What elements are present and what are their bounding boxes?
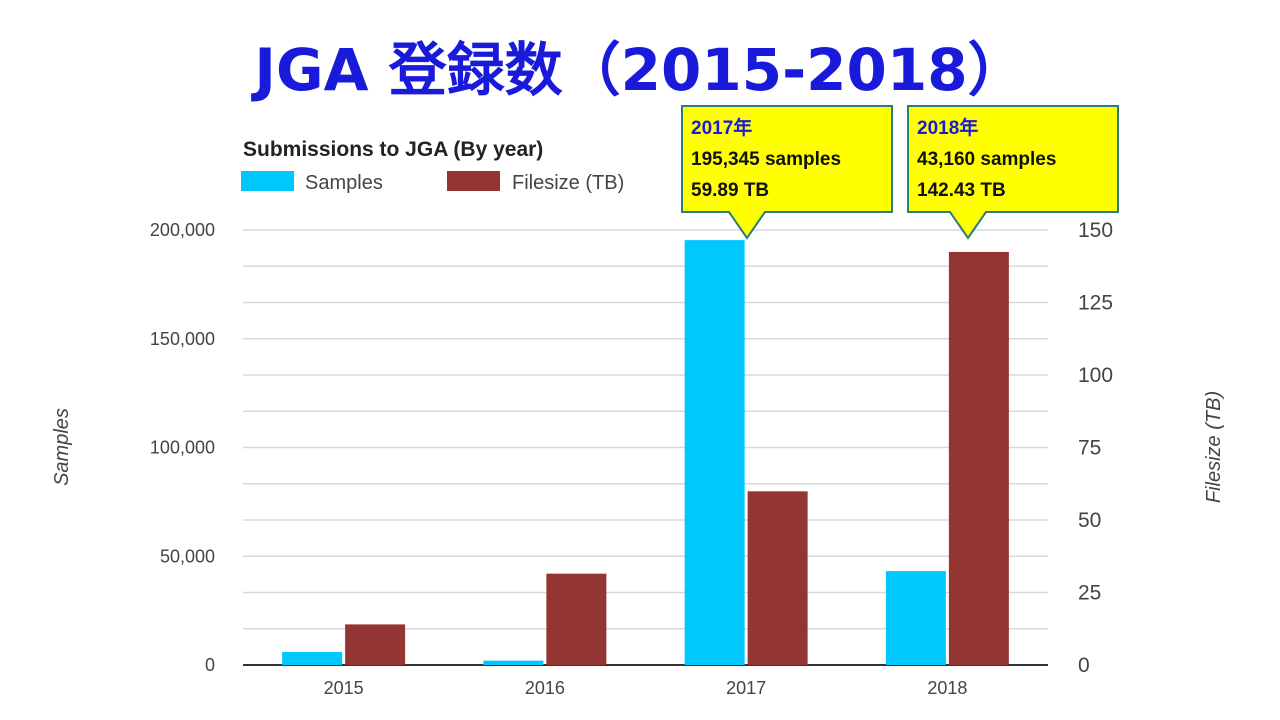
callout-box	[907, 105, 1119, 240]
y2-tick-label: 150	[1078, 219, 1113, 242]
y2-tick-label: 50	[1078, 509, 1101, 532]
x-axis-ticks: 2015 2016 2017 2018	[324, 678, 968, 698]
callout-2017: 2017年 195,345 samples 59.89 TB	[681, 105, 893, 240]
bar-filesize-tb-2018	[948, 251, 1009, 665]
y2-axis-label: Filesize (TB)	[1203, 391, 1225, 503]
callout-line: 142.43 TB	[917, 180, 1006, 201]
y-tick-label: 200,000	[150, 220, 215, 240]
x-tick-label: 2018	[927, 678, 967, 698]
bar-samples-2015	[282, 651, 343, 665]
legend: Samples Filesize (TB)	[241, 171, 624, 194]
y-tick-label: 100,000	[150, 438, 215, 458]
left-axis-ticks: 0 50,000 100,000 150,000 200,000	[150, 220, 215, 675]
y2-tick-label: 25	[1078, 582, 1101, 605]
y2-tick-label: 0	[1078, 654, 1090, 677]
chart-title: Submissions to JGA (By year)	[243, 138, 543, 161]
bar-samples-2017	[684, 240, 745, 665]
x-tick-label: 2016	[525, 678, 565, 698]
bars	[282, 240, 1009, 665]
bar-filesize-tb-2017	[747, 491, 808, 665]
callout-line: 195,345 samples	[691, 149, 841, 170]
x-tick-label: 2015	[324, 678, 364, 698]
callout-line: 59.89 TB	[691, 180, 769, 201]
right-axis-ticks: 0 25 50 75 100 125 150	[1078, 219, 1113, 677]
grid-lines	[243, 229, 1048, 666]
legend-swatch	[241, 171, 294, 191]
y-axis-label: Samples	[51, 408, 73, 486]
callout-line: 2017年	[691, 116, 752, 139]
slide-title: JGA 登録数（2015-2018）	[254, 36, 1026, 104]
y-tick-label: 0	[205, 655, 215, 675]
x-tick-label: 2017	[726, 678, 766, 698]
callout-box	[681, 105, 893, 240]
bar-filesize-tb-2015	[345, 624, 406, 665]
y-tick-label: 50,000	[160, 546, 215, 566]
y2-tick-label: 125	[1078, 292, 1113, 315]
bar-samples-2016	[483, 660, 544, 665]
legend-label: Samples	[305, 172, 383, 194]
legend-label: Filesize (TB)	[512, 172, 624, 194]
callout-line: 2018年	[917, 116, 978, 139]
legend-swatch	[447, 171, 500, 191]
bar-filesize-tb-2016	[546, 573, 607, 665]
y-tick-label: 150,000	[150, 329, 215, 349]
y2-tick-label: 75	[1078, 437, 1101, 460]
callouts: 2017年 195,345 samples 59.89 TB 2018年 43,160 …	[681, 105, 1119, 240]
y2-tick-label: 100	[1078, 364, 1113, 387]
bar-samples-2018	[885, 571, 946, 665]
callout-line: 43,160 samples	[917, 149, 1056, 170]
callout-2018: 2018年 43,160 samples 142.43 TB	[907, 105, 1119, 240]
